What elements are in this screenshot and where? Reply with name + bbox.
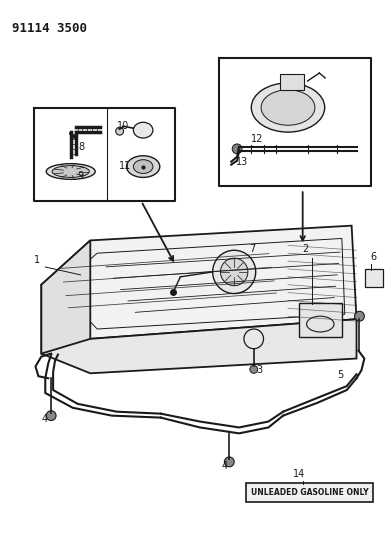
Ellipse shape bbox=[251, 83, 325, 132]
Text: 1: 1 bbox=[34, 255, 40, 265]
Text: 3: 3 bbox=[257, 365, 263, 375]
Polygon shape bbox=[42, 240, 90, 353]
Text: 11: 11 bbox=[119, 160, 131, 171]
Text: 12: 12 bbox=[251, 134, 263, 144]
Text: 6: 6 bbox=[370, 252, 376, 262]
Ellipse shape bbox=[127, 156, 160, 177]
Ellipse shape bbox=[261, 90, 315, 125]
FancyBboxPatch shape bbox=[299, 303, 342, 337]
Circle shape bbox=[224, 457, 234, 467]
Circle shape bbox=[354, 311, 364, 321]
Text: 10: 10 bbox=[117, 121, 129, 131]
Text: 9: 9 bbox=[78, 172, 84, 181]
Ellipse shape bbox=[133, 160, 153, 173]
Polygon shape bbox=[42, 225, 356, 339]
Circle shape bbox=[232, 144, 242, 154]
Text: UNLEADED GASOLINE ONLY: UNLEADED GASOLINE ONLY bbox=[251, 488, 368, 497]
Ellipse shape bbox=[133, 122, 153, 138]
Text: 91114 3500: 91114 3500 bbox=[12, 22, 87, 35]
Text: 4: 4 bbox=[42, 414, 47, 424]
Ellipse shape bbox=[52, 166, 89, 177]
Text: 7: 7 bbox=[249, 244, 255, 254]
FancyBboxPatch shape bbox=[280, 74, 304, 90]
Text: 14: 14 bbox=[293, 469, 305, 479]
Circle shape bbox=[212, 251, 256, 294]
Text: 2: 2 bbox=[303, 244, 309, 254]
Circle shape bbox=[116, 127, 123, 135]
Circle shape bbox=[46, 411, 56, 421]
Text: 4: 4 bbox=[221, 461, 228, 471]
FancyBboxPatch shape bbox=[246, 482, 373, 502]
Text: 8: 8 bbox=[78, 142, 85, 152]
Ellipse shape bbox=[46, 164, 95, 180]
Text: 5: 5 bbox=[337, 370, 343, 380]
FancyBboxPatch shape bbox=[365, 269, 383, 287]
Polygon shape bbox=[42, 285, 356, 373]
Circle shape bbox=[220, 258, 248, 286]
Text: 13: 13 bbox=[236, 157, 249, 167]
Circle shape bbox=[250, 366, 258, 373]
